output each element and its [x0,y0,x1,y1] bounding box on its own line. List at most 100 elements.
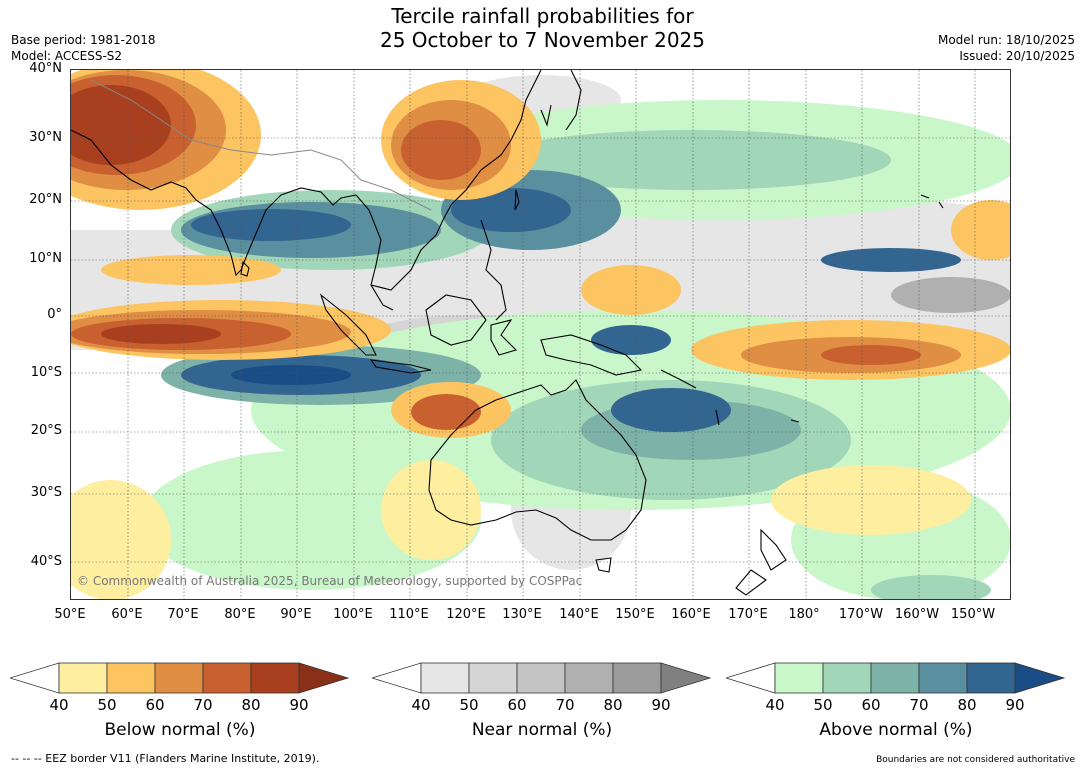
new-guinea-coast [540,334,643,376]
lon-label-60e: 60°E [111,607,143,622]
australia-coast [428,379,647,541]
colorbar-above-normal [726,662,1066,694]
lon-label-170e: 170°E [728,607,768,622]
china-coast [442,70,542,221]
colorbar-above-seg-3 [870,662,920,694]
lat-label-0: 0° [47,307,62,322]
graticule [71,70,1010,599]
tick-near-70: 70 [555,696,575,714]
lon-label-160e: 160°E [671,607,711,622]
lon-label-80e: 80°E [224,607,256,622]
title-line-2: 25 October to 7 November 2025 [379,28,706,52]
tick-above-60: 60 [861,696,881,714]
model-run: Model run: 18/10/2025 [937,33,1075,47]
lat-label-10s: 10°S [30,365,62,380]
tick-near-80: 80 [603,696,623,714]
model-name: Model: ACCESS-S2 [11,49,123,63]
lon-label-170w: 170°W [838,607,884,622]
lon-label-130e: 130°E [502,607,542,622]
tick-below-90: 90 [289,696,309,714]
lat-label-40s: 40°S [30,554,62,569]
lon-label-150w: 150°W [950,607,996,622]
tick-below-50: 50 [97,696,117,714]
tick-below-70: 70 [193,696,213,714]
colorbar-below-start [10,662,60,694]
lat-label-40n: 40°N [29,61,62,76]
colorbar-below-end [298,662,350,694]
lon-label-180: 180° [788,607,820,622]
colorbar-below-seg-2 [106,662,156,694]
lat-label-20s: 20°S [30,423,62,438]
coastlines [71,70,944,596]
tick-above-80: 80 [957,696,977,714]
colorbar-above-seg-2 [822,662,872,694]
lon-label-120e: 120°E [446,607,486,622]
lon-label-110e: 110°E [389,607,429,622]
lon-label-100e: 100°E [333,607,373,622]
lon-label-90e: 90°E [280,607,312,622]
near-normal-east-pacific [891,277,1010,313]
legend-above-normal: 40 50 60 70 80 90 Above normal (%) [726,662,1066,742]
country-borders [90,79,432,211]
colorbar-above-seg-1 [774,662,824,694]
lon-label-160w: 160°W [894,607,940,622]
colorbar-near-start [372,662,422,694]
colorbar-near-seg-5 [612,662,662,694]
colorbar-below-normal [10,662,350,694]
legend-near-normal: 40 50 60 70 80 90 Near normal (%) [372,662,712,742]
colorbar-near-seg-2 [468,662,518,694]
above-normal-bay-of-bengal [191,209,351,241]
legend-caption-below: Below normal (%) [104,720,256,740]
probability-map: © Commonwealth of Australia 2025, Bureau… [70,69,1011,600]
colorbar-near-seg-4 [564,662,614,694]
tick-near-50: 50 [459,696,479,714]
colorbar-above-seg-5 [966,662,1016,694]
colorbar-near-normal [372,662,712,694]
map-canvas: © Commonwealth of Australia 2025, Bureau… [71,70,1010,599]
legend-caption-near: Near normal (%) [471,720,613,740]
new-zealand-coast [735,528,787,596]
colorbar-above-start [726,662,776,694]
tick-below-40: 40 [49,696,69,714]
lon-label-70e: 70°E [167,607,199,622]
tick-near-60: 60 [507,696,527,714]
colorbar-near-seg-3 [516,662,566,694]
colorbar-near-end [660,662,712,694]
colorbar-below-seg-1 [58,662,108,694]
meta-left: Base period: 1981-2018 Model: ACCESS-S2 [11,32,156,64]
title-line-1: Tercile rainfall probabilities for [391,4,694,28]
philippines-coast [480,219,507,321]
lon-label-50e: 50°E [54,607,86,622]
boundaries-disclaimer: Boundaries are not considered authoritat… [876,755,1075,765]
base-period: Base period: 1981-2018 [11,33,156,47]
eez-note: -- -- -- EEZ border V11 (Flanders Marine… [11,752,320,765]
lon-label-150e: 150°E [615,607,655,622]
meta-right: Model run: 18/10/2025 Issued: 20/10/2025 [938,32,1075,64]
map-title: Tercile rainfall probabilities for 25 Oc… [0,4,1085,52]
tick-above-70: 70 [909,696,929,714]
lon-label-140e: 140°E [559,607,599,622]
lat-label-20n: 20°N [29,192,62,207]
tick-above-90: 90 [1005,696,1025,714]
lat-label-10n: 10°N [29,251,62,266]
legend-caption-above: Above normal (%) [819,720,973,740]
colorbar-near-seg-1 [420,662,470,694]
lat-label-30s: 30°S [30,485,62,500]
tick-near-90: 90 [651,696,671,714]
colorbar-below-seg-4 [202,662,252,694]
tick-below-80: 80 [241,696,261,714]
lat-label-30n: 30°N [29,130,62,145]
tick-below-60: 60 [145,696,165,714]
issued-date: Issued: 20/10/2025 [959,49,1075,63]
tick-above-50: 50 [813,696,833,714]
legend-below-normal: 40 50 60 70 80 90 Below normal (%) [10,662,350,742]
tick-above-40: 40 [765,696,785,714]
colorbar-above-seg-4 [918,662,968,694]
sumatra-coast [319,293,377,356]
colorbar-below-seg-3 [154,662,204,694]
map-copyright: © Commonwealth of Australia 2025, Bureau… [77,574,582,588]
colorbar-above-end [1014,662,1066,694]
borneo-coast [425,294,487,346]
southeast-asia-coast [355,194,444,311]
colorbar-below-seg-5 [250,662,300,694]
